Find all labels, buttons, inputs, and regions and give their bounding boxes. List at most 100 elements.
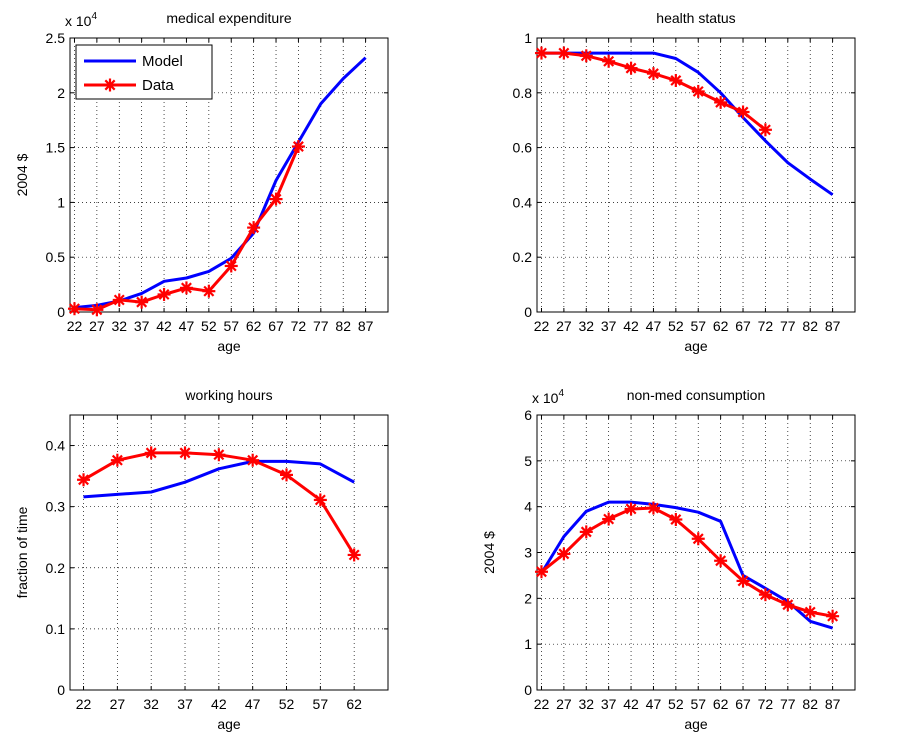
y-axis-label: 2004 $ xyxy=(481,531,497,574)
data-point-marker xyxy=(77,473,91,487)
y-tick-label: 2.5 xyxy=(46,30,66,46)
plot-area xyxy=(537,38,855,312)
x-tick-label: 32 xyxy=(578,696,594,712)
exponent-power: 4 xyxy=(91,11,97,22)
axis-exponent-label: x 104 xyxy=(65,11,97,29)
x-tick-label: 57 xyxy=(223,318,239,334)
x-tick-label: 77 xyxy=(780,318,796,334)
data-point-marker xyxy=(135,295,149,309)
data-point-marker xyxy=(202,284,216,298)
y-tick-label: 6 xyxy=(524,407,532,423)
x-tick-label: 27 xyxy=(110,696,126,712)
legend: Model Data xyxy=(75,44,213,100)
x-axis-label: age xyxy=(684,338,708,354)
chart-panel: 22 27 32 37 42 47 52 57 62 67 72 77 82 87 0 1 2 3 4 5 6 non-m… xyxy=(481,387,856,732)
axes-box xyxy=(69,37,389,313)
data-point-marker xyxy=(602,54,616,68)
y-tick-label: 0.2 xyxy=(46,560,66,576)
x-tick-label: 72 xyxy=(758,318,774,334)
legend-label: Model xyxy=(142,53,183,70)
data-point-marker xyxy=(313,493,327,507)
grid-lines xyxy=(537,37,855,313)
x-tick-label: 47 xyxy=(646,318,662,334)
y-tick-label: 1 xyxy=(57,194,65,210)
x-tick-label: 67 xyxy=(735,696,751,712)
x-tick-label: 27 xyxy=(556,318,572,334)
y-tick-label: 0.6 xyxy=(513,140,533,156)
x-tick-label: 22 xyxy=(534,318,550,334)
y-axis-label: fraction of time xyxy=(14,506,30,598)
y-tick-label: 2 xyxy=(57,85,65,101)
data-point-marker xyxy=(691,532,705,546)
x-tick-label: 27 xyxy=(556,696,572,712)
exponent-base: x 10 xyxy=(65,13,92,29)
x-axis-label: age xyxy=(217,338,241,354)
legend-marker xyxy=(103,78,117,92)
data-point-marker xyxy=(669,513,683,526)
x-tick-label: 42 xyxy=(211,696,227,712)
x-tick-label: 57 xyxy=(690,696,706,712)
y-tick-label: 1.5 xyxy=(46,140,66,156)
y-tick-label: 0.3 xyxy=(46,499,66,515)
y-tick-label: 0.2 xyxy=(513,249,533,265)
data-point-marker xyxy=(758,123,772,137)
x-tick-label: 37 xyxy=(177,696,193,712)
legend-box xyxy=(75,44,213,100)
x-tick-label: 47 xyxy=(245,696,261,712)
x-tick-label: 52 xyxy=(668,696,684,712)
x-tick-label: 57 xyxy=(313,696,329,712)
y-tick-label: 2 xyxy=(524,590,532,606)
data-point-marker xyxy=(646,501,660,515)
y-tick-label: 0.4 xyxy=(46,438,66,454)
data-point-marker xyxy=(212,448,226,462)
data-point-marker xyxy=(781,598,795,612)
series-model xyxy=(540,500,834,630)
chart-panel: 22 27 32 37 42 47 52 57 62 67 72 77 82 87 0 0.2 0.4 0.6 0.… xyxy=(513,10,856,354)
chart-title: non-med consumption xyxy=(627,387,766,403)
data-point-marker xyxy=(112,293,126,307)
data-point-marker xyxy=(67,302,81,316)
x-tick-label: 32 xyxy=(111,318,127,334)
y-axis-label: 2004 $ xyxy=(14,153,30,196)
y-tick-label: 0.8 xyxy=(513,85,533,101)
x-tick-label: 62 xyxy=(346,696,362,712)
data-point-marker xyxy=(624,61,638,75)
y-tick-label: 0 xyxy=(524,304,532,320)
y-tick-label: 4 xyxy=(524,499,532,515)
x-tick-label: 52 xyxy=(279,696,295,712)
x-tick-label: 22 xyxy=(76,696,92,712)
data-point-marker xyxy=(246,453,260,467)
x-tick-label: 22 xyxy=(67,318,83,334)
series-line-model xyxy=(83,459,355,499)
data-point-marker xyxy=(714,554,728,568)
data-point-marker xyxy=(691,84,705,98)
x-tick-label: 77 xyxy=(313,318,329,334)
axes-box xyxy=(536,37,856,313)
x-tick-label: 47 xyxy=(646,696,662,712)
x-tick-label: 32 xyxy=(578,318,594,334)
data-point-marker xyxy=(758,588,772,602)
y-tick-label: 1 xyxy=(524,636,532,652)
x-tick-label: 87 xyxy=(825,696,841,712)
y-tick-label: 0.5 xyxy=(46,249,66,265)
x-tick-label: 37 xyxy=(601,696,617,712)
x-tick-label: 52 xyxy=(668,318,684,334)
data-point-marker xyxy=(291,140,305,154)
data-point-marker xyxy=(579,49,593,63)
x-tick-label: 42 xyxy=(623,318,639,334)
x-tick-label: 82 xyxy=(802,696,818,712)
axes-box xyxy=(69,414,389,691)
data-point-marker xyxy=(90,303,104,317)
y-tick-label: 5 xyxy=(524,453,532,469)
y-tick-label: 0 xyxy=(57,304,65,320)
y-tick-label: 0.1 xyxy=(46,621,66,637)
chart-title: health status xyxy=(656,10,735,26)
data-point-marker xyxy=(714,95,728,109)
chart-panel: 22 27 32 37 42 47 52 57 62 0 0.1 0.2 0.3 0.4 working h… xyxy=(14,387,389,732)
x-tick-label: 42 xyxy=(623,696,639,712)
x-tick-label: 32 xyxy=(143,696,159,712)
chart-title: working hours xyxy=(184,387,272,403)
data-point-marker xyxy=(669,73,683,87)
x-tick-label: 27 xyxy=(89,318,105,334)
